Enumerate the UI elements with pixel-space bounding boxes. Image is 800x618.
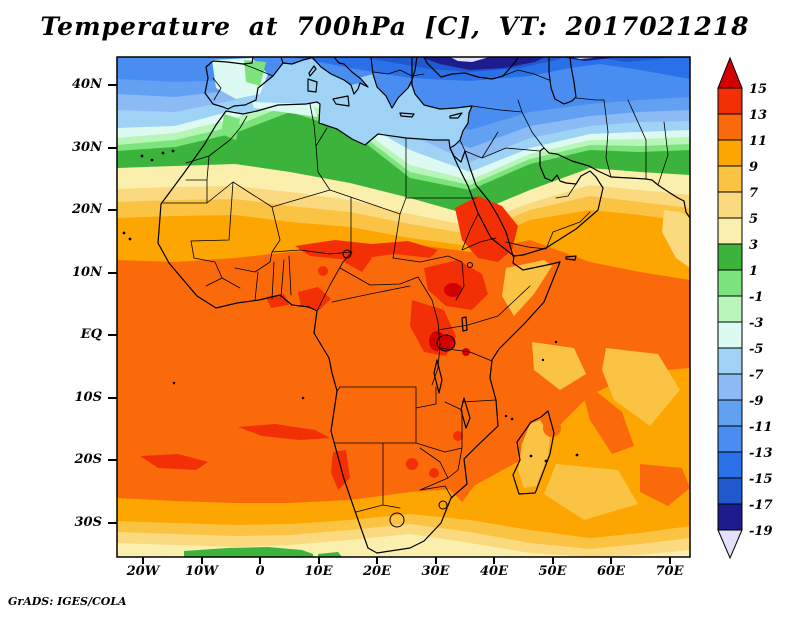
colorbar-label: 9 bbox=[749, 160, 758, 175]
lon-tick-mark bbox=[318, 557, 320, 564]
colorbar-segment bbox=[718, 114, 742, 140]
colorbar-label: 13 bbox=[749, 108, 767, 123]
colorbar-label: -19 bbox=[749, 524, 773, 539]
temperature-map bbox=[0, 0, 800, 618]
lat-tick-label: 10N bbox=[42, 265, 102, 280]
colorbar-label: 3 bbox=[749, 238, 758, 253]
colorbar-label: -9 bbox=[749, 394, 763, 409]
lat-tick-label: 10S bbox=[42, 390, 102, 405]
temperature-field bbox=[117, 57, 690, 557]
colorbar: 15 13 11 9 7 5 3 1 -1 -3 -5 -7 -9 -11 -13 -15 -17 -19 bbox=[700, 50, 790, 580]
colorbar-segment bbox=[718, 166, 742, 192]
colorbar-segment bbox=[718, 348, 742, 374]
lon-tick-mark bbox=[610, 557, 612, 564]
colorbar-label: -11 bbox=[749, 420, 773, 435]
colorbar-segment bbox=[718, 270, 742, 296]
lon-tick-label: 40E bbox=[464, 564, 524, 579]
colorbar-segment bbox=[718, 426, 742, 452]
lon-tick-label: 20W bbox=[113, 564, 173, 579]
lon-tick-mark bbox=[259, 557, 261, 564]
lat-tick-mark bbox=[108, 84, 117, 86]
colorbar-segment bbox=[718, 218, 742, 244]
lon-tick-label: 10W bbox=[172, 564, 232, 579]
colorbar-up-arrow bbox=[718, 58, 742, 88]
lon-tick-label: 50E bbox=[523, 564, 583, 579]
colorbar-segment bbox=[718, 400, 742, 426]
lat-tick-mark bbox=[108, 209, 117, 211]
colorbar-segment bbox=[718, 374, 742, 400]
lon-tick-label: 20E bbox=[347, 564, 407, 579]
lon-tick-mark bbox=[376, 557, 378, 564]
colorbar-label: -7 bbox=[749, 368, 763, 383]
colorbar-label: 1 bbox=[749, 264, 758, 279]
colorbar-label: 7 bbox=[749, 186, 758, 201]
lon-tick-mark bbox=[142, 557, 144, 564]
colorbar-segment bbox=[718, 296, 742, 322]
colorbar-segment bbox=[718, 140, 742, 166]
lon-tick-label: 70E bbox=[640, 564, 700, 579]
colorbar-segment bbox=[718, 504, 742, 530]
lon-tick-label: 60E bbox=[581, 564, 641, 579]
colorbar-segment bbox=[718, 244, 742, 270]
lon-tick-mark bbox=[552, 557, 554, 564]
lon-tick-mark bbox=[493, 557, 495, 564]
colorbar-segment bbox=[718, 478, 742, 504]
lat-tick-mark bbox=[108, 334, 117, 336]
colorbar-down-arrow bbox=[718, 530, 742, 558]
lat-tick-label: 40N bbox=[42, 77, 102, 92]
weather-map-page: Temperature at 700hPa [C], VT: 201702121… bbox=[0, 0, 800, 618]
colorbar-segment bbox=[718, 322, 742, 348]
lat-tick-mark bbox=[108, 459, 117, 461]
colorbar-label: 11 bbox=[749, 134, 767, 149]
lat-tick-mark bbox=[108, 397, 117, 399]
lat-tick-label: 20N bbox=[42, 202, 102, 217]
colorbar-label: -15 bbox=[749, 472, 773, 487]
colorbar-segment bbox=[718, 452, 742, 478]
lon-tick-mark bbox=[669, 557, 671, 564]
lat-tick-mark bbox=[108, 147, 117, 149]
colorbar-label: -5 bbox=[749, 342, 763, 357]
colorbar-label: -3 bbox=[749, 316, 763, 331]
lat-tick-label: 20S bbox=[42, 452, 102, 467]
lat-tick-label: 30S bbox=[42, 515, 102, 530]
colorbar-label: -1 bbox=[749, 290, 763, 305]
colorbar-segment bbox=[718, 192, 742, 218]
lon-tick-label: 10E bbox=[289, 564, 349, 579]
colorbar-segment bbox=[718, 88, 742, 114]
lat-tick-label: EQ bbox=[42, 327, 102, 342]
lat-tick-mark bbox=[108, 272, 117, 274]
lon-tick-mark bbox=[201, 557, 203, 564]
lon-tick-mark bbox=[435, 557, 437, 564]
lon-tick-label: 0 bbox=[230, 564, 290, 579]
colorbar-label: 15 bbox=[749, 82, 767, 97]
lat-tick-label: 30N bbox=[42, 140, 102, 155]
colorbar-label: -17 bbox=[749, 498, 773, 513]
colorbar-label: -13 bbox=[749, 446, 773, 461]
lon-tick-label: 30E bbox=[406, 564, 466, 579]
attribution-text: GrADS: IGES/COLA bbox=[8, 595, 127, 608]
colorbar-label: 5 bbox=[749, 212, 758, 227]
lat-tick-mark bbox=[108, 522, 117, 524]
